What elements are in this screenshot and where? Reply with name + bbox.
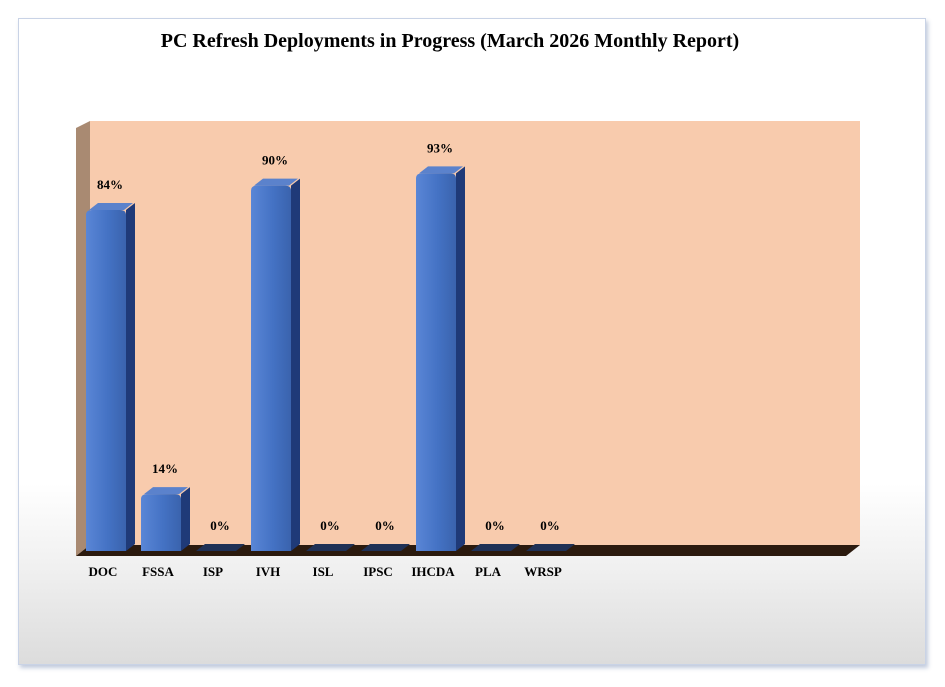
bar-flat-isl — [306, 544, 355, 551]
bar-side-fssa — [181, 487, 190, 551]
tick-label-wrsp: WRSP — [524, 564, 562, 579]
data-label-doc: 84% — [97, 177, 123, 192]
plot-area — [76, 121, 860, 556]
x-axis-ticks: DOC FSSA ISP IVH ISL IPSC IHCDA PLA WRSP — [89, 564, 562, 579]
tick-label-isl: ISL — [313, 564, 334, 579]
back-wall — [90, 121, 860, 545]
data-label-ihcda: 93% — [427, 140, 453, 155]
floor — [76, 545, 860, 556]
data-label-ivh: 90% — [262, 153, 288, 168]
data-label-fssa: 14% — [152, 461, 178, 476]
bar-ihcda — [416, 166, 465, 552]
tick-label-ivh: IVH — [256, 564, 281, 579]
data-label-ipsc: 0% — [375, 518, 395, 533]
bar-wrsp — [526, 544, 575, 551]
bar-flat-ipsc — [361, 544, 410, 551]
tick-label-ipsc: IPSC — [363, 564, 393, 579]
tick-label-ihcda: IHCDA — [411, 564, 455, 579]
bar-top-doc — [89, 202, 133, 210]
bar-front-ihcda — [416, 173, 456, 552]
bar-ipsc — [361, 544, 410, 551]
bar-front-fssa — [141, 494, 181, 551]
data-label-pla: 0% — [485, 518, 505, 533]
bar-isl — [306, 544, 355, 551]
bar-side-ihcda — [456, 166, 465, 552]
tick-label-isp: ISP — [203, 564, 223, 579]
data-label-wrsp: 0% — [540, 518, 560, 533]
bar-flat-isp — [196, 544, 245, 551]
tick-label-doc: DOC — [89, 564, 118, 579]
bar-side-ivh — [291, 178, 300, 551]
bar-top-ivh — [254, 178, 298, 186]
data-label-isl: 0% — [320, 518, 340, 533]
bar-series — [86, 166, 575, 552]
bar-front-doc — [86, 209, 126, 551]
bar-top-fssa — [144, 487, 188, 495]
bar-isp — [196, 544, 245, 551]
bar-top-ihcda — [419, 166, 463, 174]
chart-title: PC Refresh Deployments in Progress (Marc… — [160, 30, 740, 52]
data-label-isp: 0% — [210, 518, 230, 533]
data-labels: 84% 14% 0% 90% 0% 0% 93% 0% 0% — [97, 140, 560, 533]
bar-pla — [471, 544, 520, 551]
bar-front-ivh — [251, 185, 291, 551]
bar-fssa — [141, 487, 190, 551]
bar-doc — [86, 202, 135, 551]
tick-label-pla: PLA — [475, 564, 502, 579]
bar-flat-wrsp — [526, 544, 575, 551]
tick-label-fssa: FSSA — [142, 564, 174, 579]
bar-side-doc — [126, 202, 135, 551]
bar-flat-pla — [471, 544, 520, 551]
bar-ivh — [251, 178, 300, 551]
